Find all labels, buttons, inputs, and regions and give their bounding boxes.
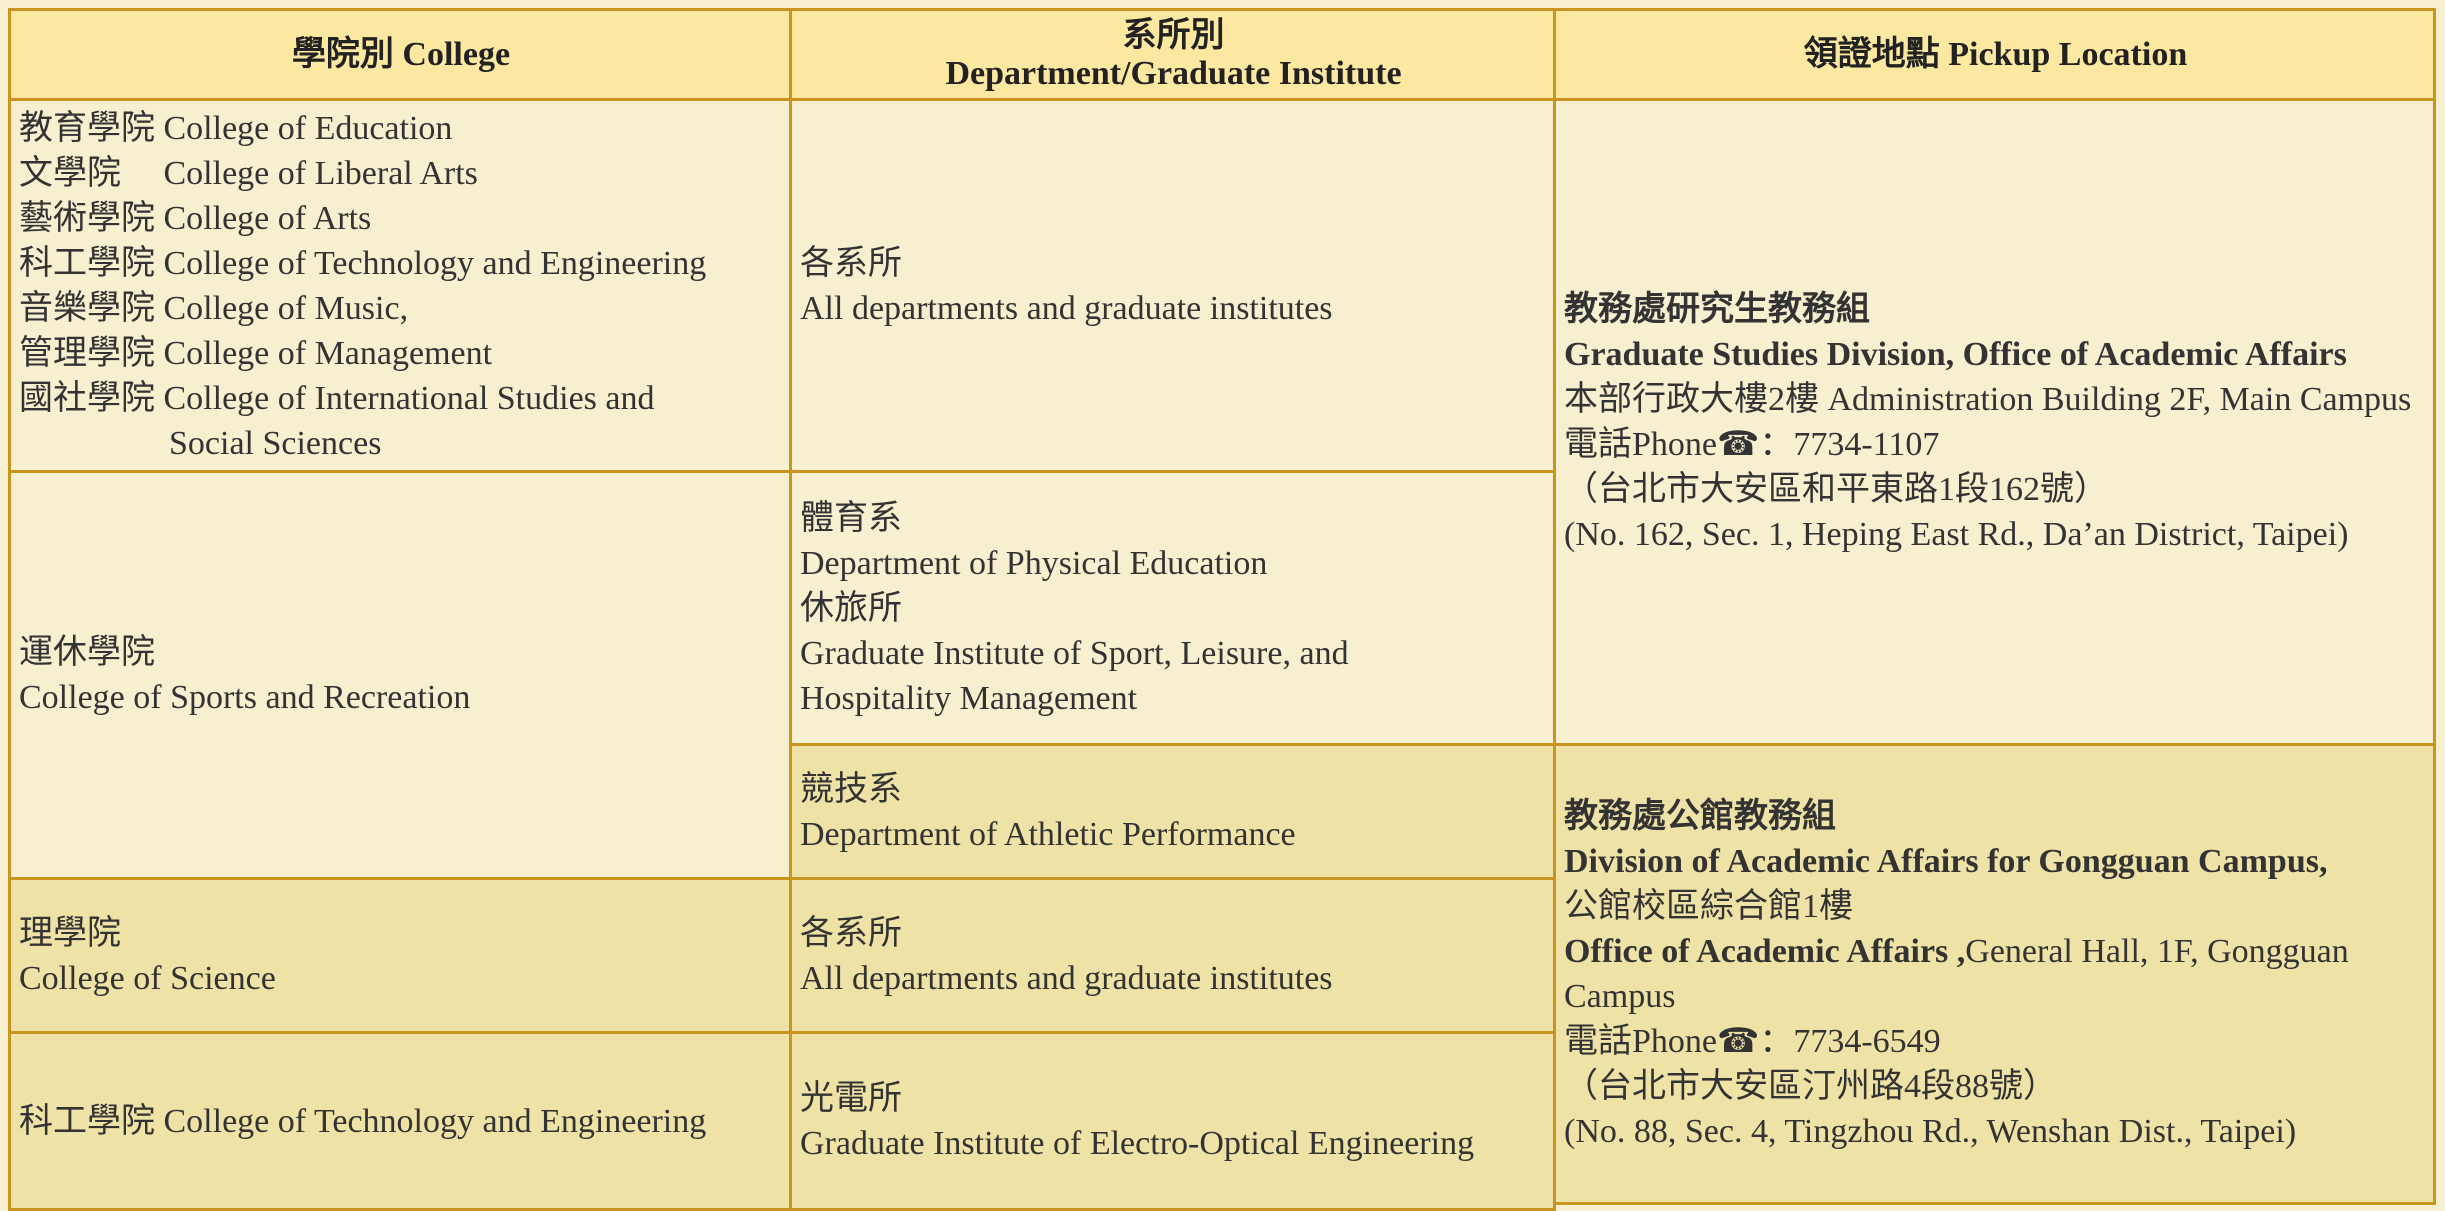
- college-cell: 運休學院 College of Sports and Recreation: [8, 470, 792, 880]
- text: 公館校區綜合館1樓: [1564, 888, 1853, 925]
- text: 文學院 College of Liberal Arts: [19, 154, 478, 192]
- header-text: Department/Graduate Institute: [945, 54, 1402, 92]
- text: 各系所: [800, 244, 902, 282]
- text: 管理學院 College of Management: [19, 334, 493, 372]
- department-cell: 競技系 Department of Athletic Performance: [789, 743, 1556, 880]
- text: General Hall, 1F, Gongguan Campus: [1564, 933, 2349, 1015]
- header-text: 領證地點 Pickup Location: [1803, 36, 2188, 73]
- text: 電話Phone☎：7734-1107: [1564, 426, 1940, 463]
- text: 體育系: [800, 499, 902, 537]
- text: All departments and graduate institutes: [800, 289, 1333, 327]
- text: 藝術學院 College of Arts: [19, 199, 372, 237]
- text: Office of Academic Affairs ,General Hall…: [1564, 929, 2427, 1019]
- header-text: 學院別 College: [291, 36, 511, 73]
- text: Department of Athletic Performance: [800, 815, 1296, 853]
- text: 教務處研究生教務組: [1564, 291, 1870, 328]
- text: 各系所: [800, 914, 902, 952]
- college-cell: 科工學院 College of Technology and Engineeri…: [8, 1031, 792, 1211]
- text: Graduate Institute of Electro-Optical En…: [800, 1125, 1475, 1162]
- text: （台北市大安區汀州路4段88號）: [1564, 1068, 2057, 1105]
- header-cell: 學院別 College: [8, 8, 792, 101]
- text: 休旅所: [800, 589, 902, 627]
- text: 科工學院 College of Technology and Engineeri…: [19, 1102, 707, 1140]
- department-cell: 各系所 All departments and graduate institu…: [789, 877, 1556, 1034]
- header-cell: 領證地點 Pickup Location: [1553, 8, 2436, 101]
- text: 教務處公館教務組: [1564, 798, 1836, 835]
- header-cell: 系所別 Department/Graduate Institute: [789, 8, 1556, 101]
- college-cell: 理學院 College of Science: [8, 877, 792, 1034]
- text: 運休學院: [19, 634, 155, 671]
- text: College of Sports and Recreation: [19, 679, 471, 716]
- text: (No. 162, Sec. 1, Heping East Rd., Da’an…: [1564, 516, 2349, 553]
- text: 音樂學院 College of Music,: [19, 289, 409, 327]
- department-cell: 各系所 All departments and graduate institu…: [789, 98, 1556, 473]
- text: 科工學院 College of Technology and Engineeri…: [19, 244, 707, 282]
- text: Graduate Institute of Sport, Leisure, an…: [800, 634, 1349, 717]
- text: 理學院: [19, 914, 121, 952]
- text: 競技系: [800, 770, 902, 808]
- college-cell: 教育學院 College of Education 文學院 College of…: [8, 98, 792, 473]
- text: Department of Physical Education: [800, 544, 1268, 582]
- text: Division of Academic Affairs for Gonggua…: [1564, 843, 2328, 880]
- text: 教育學院 College of Education: [19, 109, 453, 147]
- text: (No. 88, Sec. 4, Tingzhou Rd., Wenshan D…: [1564, 1113, 2297, 1150]
- text: （台北市大安區和平東路1段162號）: [1564, 471, 2108, 508]
- text: All departments and graduate institutes: [800, 959, 1333, 997]
- location-cell: 教務處公館教務組 Division of Academic Affairs fo…: [1553, 743, 2436, 1205]
- department-cell: 體育系 Department of Physical Education 休旅所…: [789, 470, 1556, 746]
- text: 本部行政大樓2樓 Administration Building 2F, Mai…: [1564, 381, 2412, 418]
- location-cell: 教務處研究生教務組 Graduate Studies Division, Off…: [1553, 98, 2436, 746]
- text: College of Science: [19, 959, 276, 997]
- text: 電話Phone☎：7734-6549: [1564, 1023, 1941, 1060]
- text: Graduate Studies Division, Office of Aca…: [1564, 336, 2347, 373]
- text: 光電所: [800, 1080, 902, 1117]
- text: Office of Academic Affairs ,: [1564, 933, 1966, 970]
- department-cell: 光電所 Graduate Institute of Electro-Optica…: [789, 1031, 1556, 1211]
- header-text: 系所別: [1122, 16, 1225, 54]
- text: 國社學院 College of International Studies an…: [19, 379, 655, 462]
